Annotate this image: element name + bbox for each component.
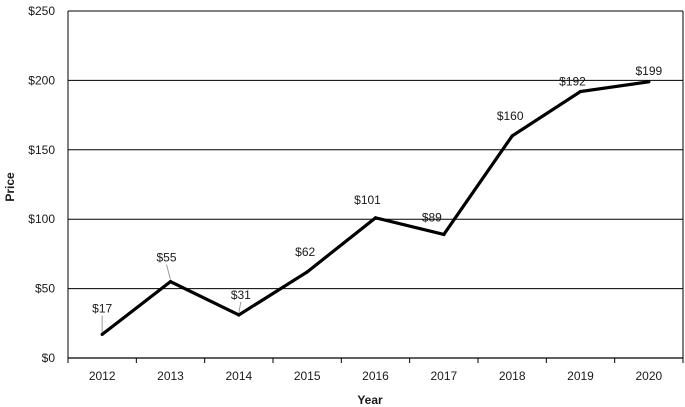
- data-point: [442, 232, 446, 237]
- y-tick-label: $150: [28, 143, 55, 157]
- x-tick-label: 2019: [567, 369, 594, 383]
- data-label: $17: [92, 301, 112, 315]
- data-label: $160: [497, 109, 524, 123]
- y-axis-ticks: $0 $50 $100 $150 $200 $250: [28, 4, 55, 365]
- y-axis-title: Price: [3, 172, 17, 202]
- y-tick-label: $250: [28, 4, 55, 18]
- data-label: $62: [295, 245, 315, 259]
- data-point: [510, 134, 514, 138]
- x-axis-ticks: 2012 2013 2014 2015 2016 2017 2018 2019 2020: [67, 358, 684, 383]
- data-point: [168, 280, 173, 284]
- y-tick-label: $50: [35, 282, 55, 296]
- x-tick-label: 2016: [362, 369, 389, 383]
- data-label: $101: [354, 193, 381, 207]
- data-label-leader: [238, 301, 242, 314]
- x-tick-label: 2017: [430, 369, 457, 383]
- data-point: [373, 216, 378, 220]
- data-point: [578, 89, 583, 94]
- x-tick-label: 2013: [157, 369, 184, 383]
- data-point: [237, 313, 241, 317]
- x-tick-label: 2018: [499, 369, 526, 383]
- y-tick-label: $200: [28, 73, 55, 87]
- data-labels: $17 $55 $31 $62 $101 $89 $160 $192 $199: [92, 64, 663, 333]
- data-label: $55: [156, 251, 176, 265]
- y-tick-label: $0: [42, 351, 56, 365]
- x-tick-label: 2014: [225, 369, 252, 383]
- data-label: $89: [422, 210, 442, 224]
- series-group: [100, 80, 651, 337]
- gridlines: [67, 10, 684, 359]
- data-point: [647, 80, 651, 84]
- y-tick-label: $100: [28, 212, 55, 226]
- x-axis-title: Year: [357, 393, 383, 407]
- data-point: [305, 270, 309, 274]
- series-line: [101, 80, 650, 336]
- data-label: $192: [559, 75, 586, 89]
- x-tick-label: 2020: [635, 369, 662, 383]
- x-tick-label: 2015: [294, 369, 321, 383]
- data-label: $31: [231, 288, 251, 302]
- x-tick-label: 2012: [89, 369, 116, 383]
- data-label: $199: [635, 64, 662, 78]
- data-point: [100, 332, 104, 337]
- data-label-leader: [166, 264, 171, 280]
